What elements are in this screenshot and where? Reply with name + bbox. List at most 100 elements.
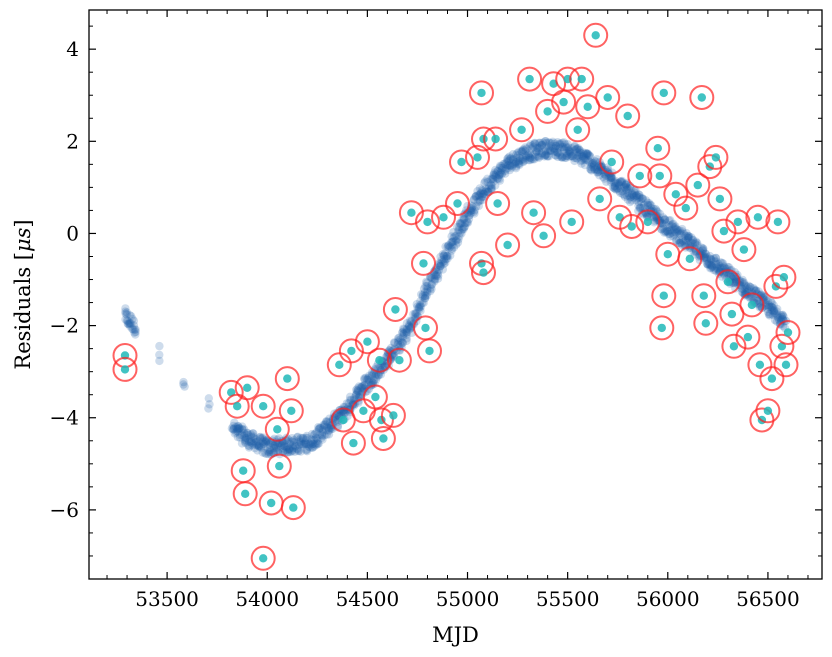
- residual-point: [454, 235, 463, 244]
- residual-point: [402, 334, 411, 343]
- residual-point: [350, 393, 359, 403]
- outlier-point: [275, 461, 284, 471]
- residual-point: [506, 154, 515, 163]
- residual-point: [419, 284, 429, 293]
- residual-point: [705, 251, 715, 261]
- residual-point: [561, 153, 571, 163]
- outlier-point: [627, 222, 636, 231]
- residual-point: [565, 149, 574, 159]
- residual-point: [362, 375, 372, 384]
- residual-point: [318, 427, 327, 437]
- residual-point: [551, 141, 561, 150]
- residual-point: [436, 262, 445, 271]
- residual-point: [129, 321, 139, 330]
- outlier-point: [663, 250, 672, 259]
- residual-point: [426, 286, 435, 296]
- residual-point: [444, 241, 453, 250]
- residual-point: [629, 191, 638, 200]
- residual-point: [131, 330, 140, 339]
- residual-point: [679, 237, 688, 246]
- residual-point: [486, 175, 495, 184]
- outlier-ring: [711, 218, 737, 244]
- outlier-point: [421, 323, 430, 333]
- residual-point: [481, 184, 490, 194]
- residual-point: [706, 264, 715, 273]
- outlier-point: [529, 208, 538, 217]
- residual-point: [525, 153, 535, 162]
- residual-point: [710, 264, 720, 273]
- residual-point: [354, 382, 364, 391]
- residual-point: [307, 435, 316, 444]
- residual-point: [529, 143, 538, 152]
- residual-point: [317, 430, 327, 439]
- residual-point: [437, 256, 446, 265]
- outlier-point: [595, 194, 604, 204]
- residual-point: [663, 227, 673, 237]
- residual-point: [590, 160, 599, 169]
- residual-point: [588, 158, 598, 168]
- residual-point: [556, 139, 565, 148]
- residual-point: [505, 152, 514, 161]
- residual-point: [617, 177, 626, 187]
- residual-point: [404, 320, 414, 330]
- residual-point: [620, 182, 629, 191]
- residual-point: [693, 241, 702, 250]
- outlier-point: [491, 134, 500, 144]
- outlier-point: [559, 97, 568, 107]
- outlier-ring: [721, 333, 747, 359]
- residual-point: [474, 191, 483, 200]
- residual-point: [471, 192, 481, 201]
- outlier-point: [657, 323, 666, 333]
- residual-point: [555, 139, 564, 149]
- residual-point: [524, 150, 533, 160]
- residual-point: [512, 157, 521, 166]
- residual-point: [540, 137, 550, 146]
- residual-point: [266, 447, 275, 456]
- outlier-point: [473, 153, 482, 162]
- residual-point: [338, 409, 347, 418]
- residual-point: [773, 312, 782, 321]
- residual-point: [296, 439, 306, 448]
- outlier-point: [339, 415, 348, 425]
- residual-point: [616, 177, 625, 186]
- residual-point: [587, 159, 597, 168]
- residual-point: [255, 442, 264, 452]
- residual-point: [246, 436, 256, 446]
- residual-point: [570, 153, 579, 163]
- outlier-ring: [651, 283, 677, 309]
- residual-point: [123, 319, 132, 328]
- residual-point: [506, 161, 515, 170]
- residual-point: [560, 144, 569, 154]
- outlier-point: [779, 273, 789, 282]
- outlier-point: [659, 88, 668, 98]
- residual-point: [332, 408, 341, 418]
- residual-point: [488, 174, 497, 184]
- residual-point: [390, 338, 399, 347]
- residual-point: [742, 282, 751, 291]
- residual-point: [547, 141, 556, 151]
- residual-point: [671, 225, 681, 234]
- residual-point: [575, 146, 585, 155]
- residual-point: [676, 230, 685, 239]
- residual-point: [457, 218, 467, 228]
- residual-point: [234, 424, 244, 433]
- outlier-ring: [735, 324, 761, 350]
- residual-point: [610, 177, 619, 187]
- outlier-point: [259, 554, 268, 563]
- residual-point: [284, 444, 294, 454]
- residual-point: [259, 439, 268, 449]
- residual-point: [304, 442, 313, 451]
- residual-point: [621, 180, 630, 189]
- residual-point: [769, 307, 778, 316]
- residual-point: [611, 185, 621, 194]
- residual-point: [521, 151, 531, 160]
- residual-point: [320, 431, 329, 440]
- residual-point: [450, 232, 459, 241]
- residual-point: [318, 425, 327, 434]
- outlier-point: [503, 240, 512, 250]
- residual-point: [415, 305, 424, 314]
- outlier-point: [755, 360, 765, 369]
- residual-point: [310, 440, 320, 449]
- residual-point: [438, 250, 448, 259]
- residual-point: [244, 443, 254, 452]
